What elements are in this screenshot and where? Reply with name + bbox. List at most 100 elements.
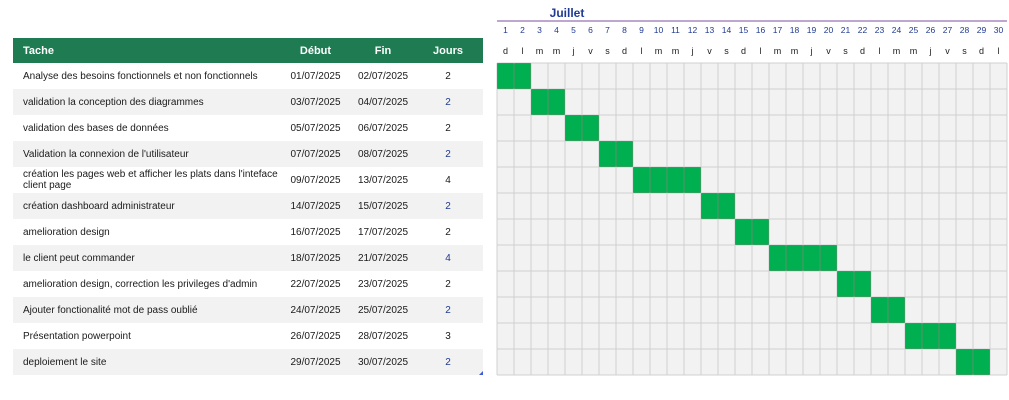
task-start: 14/07/2025 (278, 193, 353, 219)
day-number-label: 27 (943, 25, 953, 35)
table-row: création les pages web et afficher les p… (13, 167, 483, 193)
task-name: création les pages web et afficher les p… (23, 169, 278, 191)
gantt-bar-cell (922, 323, 939, 349)
task-days: 4 (413, 245, 483, 271)
task-table: Tache Début Fin Jours Analyse des besoin… (13, 38, 483, 375)
gantt-bar-cell (548, 89, 565, 115)
gantt-bar-cell (718, 193, 735, 219)
day-number-label: 26 (926, 25, 936, 35)
table-header-row: Tache Début Fin Jours (13, 38, 483, 63)
task-days: 3 (445, 330, 451, 342)
gantt-bar-cell (769, 245, 786, 271)
day-letter-label: m (774, 46, 782, 56)
day-number-label: 29 (977, 25, 987, 35)
task-end: 08/07/2025 (353, 141, 413, 167)
table-body: Analyse des besoins fonctionnels et non … (13, 63, 483, 375)
gantt-bar-cell (701, 193, 718, 219)
gantt-bar-cell (684, 167, 701, 193)
day-letter-label: d (741, 46, 746, 56)
day-letter-label: s (962, 46, 967, 56)
task-days: 2 (445, 226, 451, 238)
gantt-bar-cell (531, 89, 548, 115)
task-start: 09/07/2025 (290, 174, 341, 186)
gantt-bar-cell (735, 219, 752, 245)
day-number-label: 6 (588, 25, 593, 35)
task-start: 16/07/2025 (290, 226, 341, 238)
column-header-days: Jours (413, 38, 483, 63)
day-number-label: 8 (622, 25, 627, 35)
task-start: 26/07/2025 (290, 330, 341, 342)
day-number-label: 2 (520, 25, 525, 35)
day-letter-label: d (503, 46, 508, 56)
table-row: Présentation powerpoint 26/07/2025 28/07/2… (13, 323, 483, 349)
gantt-bar-cell (837, 271, 854, 297)
day-number-label: 14 (722, 25, 732, 35)
day-letter-label: s (843, 46, 848, 56)
gantt-bar-cell (854, 271, 871, 297)
day-letter-label: d (622, 46, 627, 56)
gantt-bar-cell (514, 63, 531, 89)
gantt-grid (496, 62, 1008, 376)
task-end: 06/07/2025 (357, 122, 409, 134)
day-letter-label: l (641, 46, 643, 56)
table-row: Validation la connexion de l'utilisateur… (13, 141, 483, 167)
task-name: amelioration design, correction les priv… (23, 278, 258, 290)
task-name: création dashboard administrateur (13, 193, 278, 219)
gantt-bar-cell (582, 115, 599, 141)
task-days: 2 (413, 141, 483, 167)
table-row: validation la conception des diagrammes 0… (13, 89, 483, 115)
day-number-label: 5 (571, 25, 576, 35)
day-letter-label: v (588, 46, 593, 56)
gantt-bar-cell (888, 297, 905, 323)
day-number-label: 21 (841, 25, 851, 35)
day-number-label: 22 (858, 25, 868, 35)
task-name: Validation la connexion de l'utilisateur (13, 141, 278, 167)
day-letter-label: d (979, 46, 984, 56)
day-number-label: 3 (537, 25, 542, 35)
day-number-label: 30 (994, 25, 1004, 35)
task-start: 03/07/2025 (278, 89, 353, 115)
day-number-label: 9 (639, 25, 644, 35)
task-end: 21/07/2025 (353, 245, 413, 271)
task-end: 17/07/2025 (357, 226, 409, 238)
day-number-label: 11 (671, 25, 680, 35)
gantt-bars (497, 63, 990, 375)
day-letter-label: v (945, 46, 950, 56)
task-days: 4 (445, 174, 451, 186)
task-end: 30/07/2025 (353, 349, 413, 375)
day-letter-label: m (791, 46, 799, 56)
day-number-label: 15 (739, 25, 749, 35)
task-end: 04/07/2025 (353, 89, 413, 115)
day-number-label: 20 (824, 25, 834, 35)
gantt-bar-cell (752, 219, 769, 245)
task-name: Présentation powerpoint (23, 330, 131, 342)
task-days: 2 (445, 278, 451, 290)
task-start: 24/07/2025 (278, 297, 353, 323)
day-letter-label: m (672, 46, 680, 56)
day-letter-label: m (536, 46, 544, 56)
gantt-bar-cell (667, 167, 684, 193)
task-start: 29/07/2025 (278, 349, 353, 375)
task-days: 2 (413, 297, 483, 323)
gantt-bar-cell (871, 297, 888, 323)
table-row: validation des bases de données 05/07/202… (13, 115, 483, 141)
task-days: 2 (413, 193, 483, 219)
day-number-label: 13 (705, 25, 715, 35)
day-header: 1 d 2 l 3 m 4 m 5 j 6 v 7 s 8 d 9 l 10 m 11 m 12 j 13 v 14 s 15 d 16 l 1… (503, 25, 1004, 56)
table-row: Analyse des besoins fonctionnels et non … (13, 63, 483, 89)
task-start: 01/07/2025 (290, 70, 341, 82)
task-days: 2 (413, 349, 483, 375)
gantt-bar-cell (956, 349, 973, 375)
day-letter-label: l (998, 46, 1000, 56)
day-letter-label: j (810, 46, 813, 56)
column-header-start: Début (278, 38, 353, 63)
task-name: validation des bases de données (23, 122, 169, 134)
gantt-bar-cell (497, 63, 514, 89)
task-start: 22/07/2025 (290, 278, 341, 290)
day-letter-label: s (724, 46, 729, 56)
day-letter-label: m (553, 46, 561, 56)
task-name: le client peut commander (13, 245, 278, 271)
column-header-task: Tache (13, 38, 278, 63)
table-row: deploiement le site 29/07/2025 30/07/2025 2 (13, 349, 483, 375)
